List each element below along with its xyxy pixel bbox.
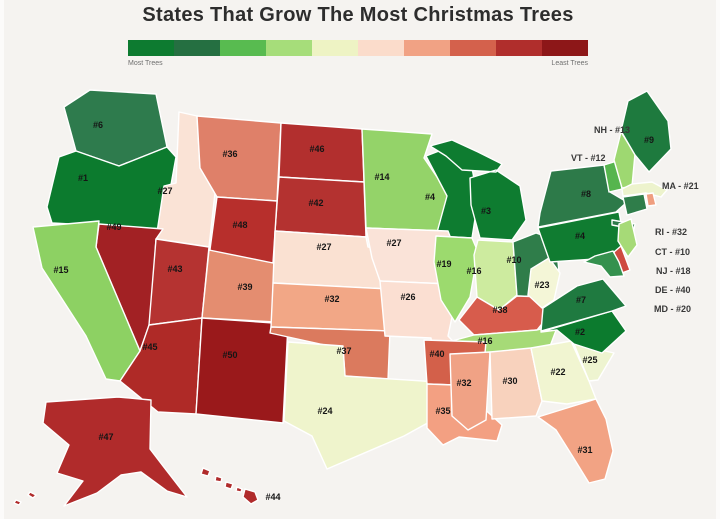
rank-label-mi: #3 (481, 206, 491, 216)
rank-label-me: #9 (644, 135, 654, 145)
rank-label-nc: #2 (575, 327, 585, 337)
callout-ma: MA - #21 (662, 181, 699, 191)
rank-label-id: #27 (157, 186, 172, 196)
rank-label-ks: #32 (324, 294, 339, 304)
rank-label-oh: #10 (506, 255, 521, 265)
rank-label-mn: #14 (374, 172, 389, 182)
legend-swatch (174, 40, 220, 56)
rank-label-ut: #43 (167, 264, 182, 274)
rank-label-ne: #27 (316, 242, 331, 252)
state-connecticut[interactable] (622, 193, 648, 216)
rank-label-va: #7 (576, 295, 586, 305)
rank-label-ky: #38 (492, 305, 507, 315)
callout-md: MD - #20 (654, 304, 691, 314)
rank-label-nm: #50 (222, 350, 237, 360)
rank-label-wy: #48 (232, 220, 247, 230)
legend-swatch (128, 40, 174, 56)
state-utah[interactable] (148, 238, 210, 326)
rank-label-pa: #4 (575, 231, 585, 241)
rank-label-az: #45 (142, 342, 157, 352)
callout-nj: NJ - #18 (656, 266, 691, 276)
state-alabama[interactable] (489, 347, 543, 420)
legend-most-label: Most Trees (128, 60, 163, 67)
small-state-callouts: NH - #13 VT - #12 MA - #21 RI - #32 CT -… (571, 125, 699, 314)
state-maine[interactable] (620, 90, 672, 173)
state-texas[interactable] (283, 341, 439, 470)
state-massachusetts[interactable] (621, 181, 668, 198)
legend-swatch (358, 40, 404, 56)
state-new-jersey[interactable] (617, 218, 638, 258)
rank-label-wi: #4 (425, 192, 435, 202)
choropleth-map (13, 89, 672, 507)
callout-vt: VT - #12 (571, 153, 606, 163)
rank-label-ok: #37 (336, 346, 351, 356)
rank-label-mo: #26 (400, 292, 415, 302)
legend-least-label: Least Trees (551, 60, 588, 67)
callout-ct: CT - #10 (655, 247, 690, 257)
state-maryland[interactable] (583, 250, 625, 278)
legend-swatch (266, 40, 312, 56)
state-virginia[interactable] (540, 278, 627, 332)
callout-de: DE - #40 (655, 285, 691, 295)
state-rank-labels: #6 #1 #15 #49 #27 #36 #48 #43 #39 #45 #5… (53, 120, 654, 502)
rank-label-ia: #27 (386, 238, 401, 248)
state-florida[interactable] (537, 398, 614, 484)
rank-label-fl: #31 (577, 445, 592, 455)
rank-label-ar: #40 (429, 349, 444, 359)
rank-label-la: #35 (435, 406, 450, 416)
rank-label-ga: #22 (550, 367, 565, 377)
state-alaska[interactable] (13, 396, 188, 507)
legend: Most Trees Least Trees (128, 40, 588, 67)
legend-swatch (220, 40, 266, 56)
rank-label-nv: #49 (106, 222, 121, 232)
rank-label-ca: #15 (53, 265, 68, 275)
rank-label-tn: #16 (477, 336, 492, 346)
rank-label-sc: #25 (582, 355, 597, 365)
state-new-mexico[interactable] (195, 317, 289, 424)
rank-label-il: #19 (436, 259, 451, 269)
state-illinois[interactable] (433, 235, 479, 323)
rank-label-co: #39 (237, 282, 252, 292)
rank-label-sd: #42 (308, 198, 323, 208)
state-rhode-island[interactable] (645, 192, 657, 207)
rank-label-in: #16 (466, 266, 481, 276)
callout-nh: NH - #13 (594, 125, 630, 135)
rank-label-al: #30 (502, 376, 517, 386)
state-kansas[interactable] (270, 282, 391, 332)
rank-label-hi: #44 (265, 492, 280, 502)
legend-swatch (450, 40, 496, 56)
rank-label-or: #1 (78, 173, 88, 183)
state-hawaii[interactable] (200, 467, 259, 505)
legend-swatch (496, 40, 542, 56)
legend-swatch (312, 40, 358, 56)
rank-label-ms: #32 (456, 378, 471, 388)
state-michigan[interactable] (429, 139, 527, 241)
callout-ri: RI - #32 (655, 227, 687, 237)
rank-label-wv: #23 (534, 280, 549, 290)
rank-label-nd: #46 (309, 144, 324, 154)
page-title: States That Grow The Most Christmas Tree… (142, 4, 573, 26)
legend-swatch (404, 40, 450, 56)
state-mississippi[interactable] (449, 351, 491, 431)
rank-label-mt: #36 (222, 149, 237, 159)
rank-label-tx: #24 (317, 406, 332, 416)
rank-label-wa: #6 (93, 120, 103, 130)
rank-label-ak: #47 (98, 432, 113, 442)
legend-swatch (542, 40, 588, 56)
us-map-canvas: States That Grow The Most Christmas Tree… (13, 4, 699, 507)
rank-label-ny: #8 (581, 189, 591, 199)
